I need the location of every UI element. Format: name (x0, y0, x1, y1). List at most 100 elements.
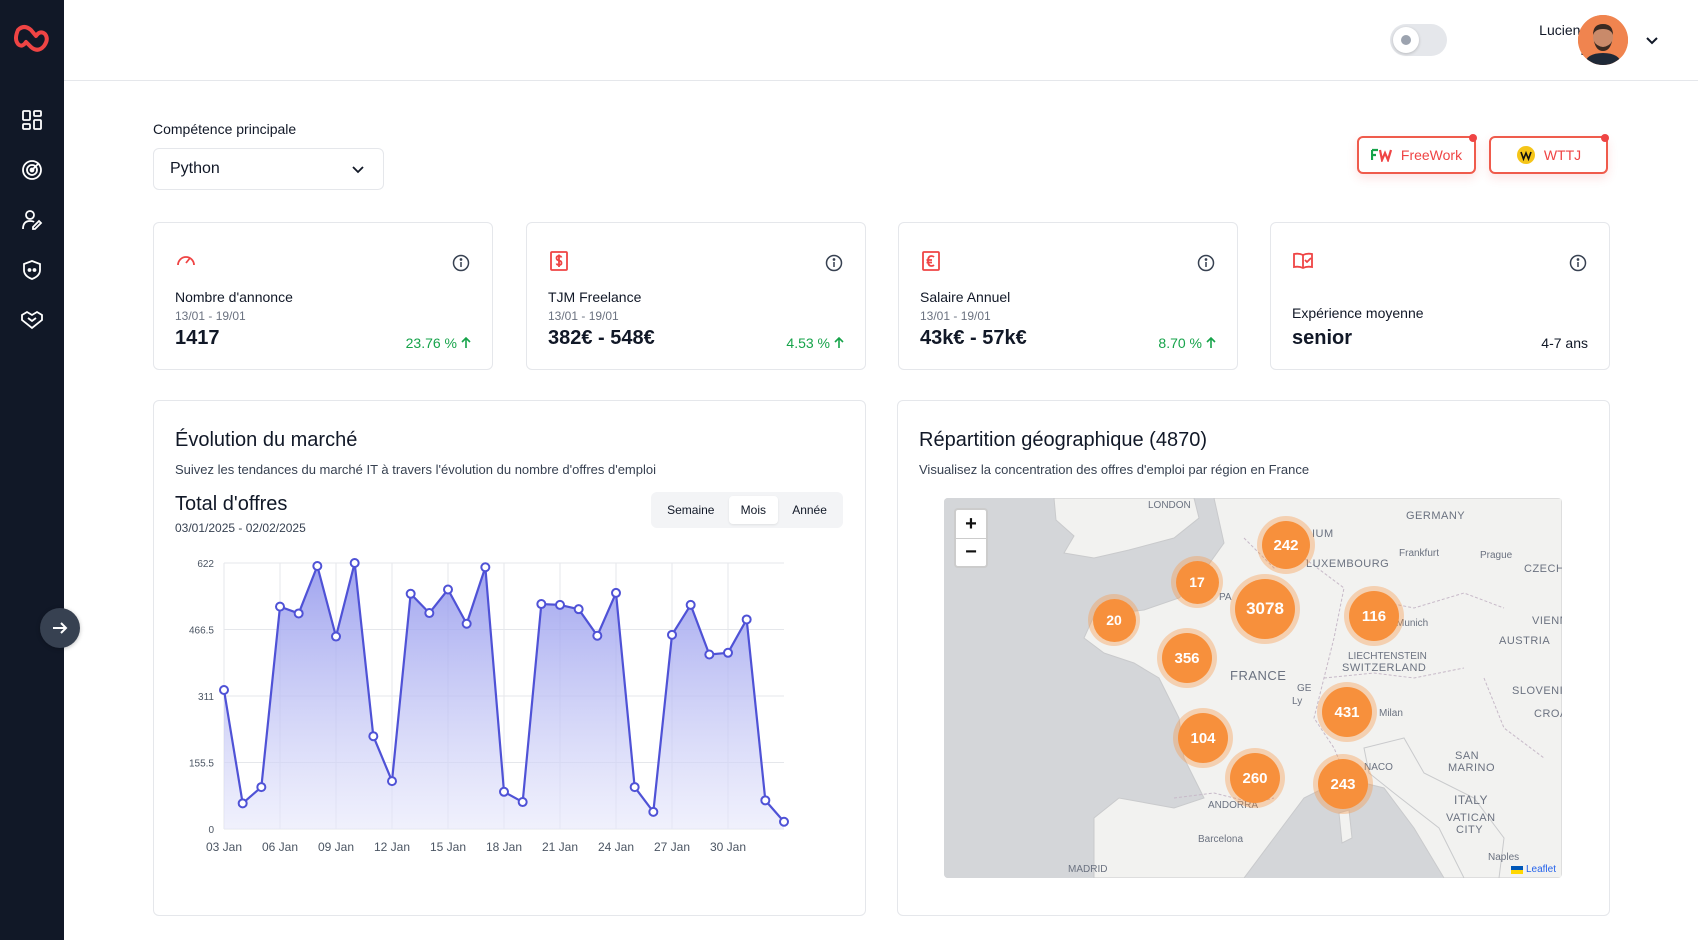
stat-title: Expérience moyenne (1292, 305, 1424, 321)
info-icon[interactable] (1569, 254, 1587, 272)
speedometer-icon (175, 250, 197, 272)
data-point (779, 816, 789, 827)
radar-icon[interactable] (18, 156, 46, 184)
period-tabs: Semaine Mois Année (651, 492, 843, 528)
map-cluster[interactable]: 431 (1317, 682, 1377, 742)
theme-toggle[interactable] (1390, 24, 1447, 56)
source-freework-button[interactable]: FreeWork (1357, 134, 1477, 174)
x-tick-label: 09 Jan (318, 840, 354, 854)
active-indicator (1601, 134, 1609, 142)
skill-select-value: Python (170, 160, 220, 177)
y-tick-label: 622 (197, 559, 214, 570)
trend-value: 23.76 % (405, 335, 457, 351)
stat-value: senior (1292, 327, 1353, 349)
info-icon[interactable] (825, 254, 843, 272)
arrow-right-icon (53, 622, 68, 634)
map-cluster[interactable]: 243 (1313, 754, 1373, 814)
zoom-in-button[interactable]: + (965, 512, 977, 535)
top-bar: Lucien Arbieu Python (64, 0, 1698, 81)
stat-period: 13/01 - 19/01 (920, 309, 991, 323)
euro-bill-icon (920, 250, 942, 272)
map-label: SLOVENI (1512, 685, 1562, 697)
job-map[interactable]: LONDON GERMANY Frankfurt Prague CZECH LU… (944, 498, 1562, 878)
map-label: MARINO (1448, 762, 1495, 774)
cluster-count: 17 (1175, 560, 1219, 604)
stat-value: 382€ - 548€ (548, 327, 655, 349)
map-label: Frankfurt (1399, 548, 1440, 559)
map-label: CITY (1456, 824, 1484, 836)
map-cluster[interactable]: 356 (1157, 628, 1217, 688)
sidebar (0, 0, 64, 940)
stat-title: Nombre d'annonce (175, 289, 293, 305)
y-tick-label: 466.5 (189, 626, 214, 637)
map-label: FRANCE (1230, 668, 1287, 683)
data-point (368, 731, 379, 742)
map-label: ANDORRA (1208, 800, 1259, 811)
source-wttj-button[interactable]: WTTJ (1489, 134, 1609, 174)
data-point (592, 630, 603, 641)
handshake-icon[interactable] (18, 306, 46, 334)
info-icon[interactable] (1197, 254, 1215, 272)
map-label: VIENN (1532, 615, 1562, 627)
source-wttj-label: WTTJ (1543, 147, 1582, 163)
map-cluster[interactable]: 242 (1257, 516, 1315, 574)
dashboard-icon[interactable] (18, 106, 46, 134)
x-tick-label: 27 Jan (654, 840, 690, 854)
cluster-count: 431 (1322, 687, 1372, 737)
map-label: PA (1219, 592, 1232, 603)
map-attribution[interactable]: Leaflet (1510, 864, 1556, 875)
skill-select[interactable]: Python (153, 148, 384, 190)
skill-select-label: Compétence principale (153, 121, 297, 137)
map-cluster[interactable]: 104 (1173, 708, 1233, 768)
tab-semaine[interactable]: Semaine (667, 503, 715, 517)
map-label: VATICAN (1446, 812, 1496, 824)
data-point (760, 795, 771, 806)
avatar[interactable] (1578, 15, 1628, 65)
data-point (293, 608, 304, 619)
stat-card-job-count: Nombre d'annonce 13/01 - 19/01 1417 23.7… (153, 222, 493, 370)
data-point (424, 608, 435, 619)
user-edit-icon[interactable] (18, 206, 46, 234)
y-tick-label: 0 (208, 825, 214, 836)
map-cluster[interactable]: 3078 (1230, 574, 1300, 644)
x-tick-label: 21 Jan (542, 840, 578, 854)
map-label: Prague (1480, 550, 1513, 561)
data-point (387, 776, 397, 787)
map-label: ITALY (1454, 793, 1489, 807)
stat-card-annual-salary: Salaire Annuel 13/01 - 19/01 43k€ - 57k€… (898, 222, 1238, 370)
expand-sidebar-button[interactable] (40, 608, 80, 648)
map-label: Milan (1379, 708, 1403, 719)
panel-title: Répartition géographique (4870) (919, 429, 1207, 451)
cluster-count: 243 (1318, 759, 1368, 809)
x-tick-label: 15 Jan (430, 840, 466, 854)
data-point (648, 806, 659, 817)
tab-annee[interactable]: Année (792, 503, 827, 517)
stat-trend: 8.70 % (1158, 335, 1216, 351)
x-tick-label: 12 Jan (374, 840, 410, 854)
info-icon[interactable] (452, 254, 470, 272)
freework-logo-icon (1370, 148, 1392, 162)
data-point (517, 797, 528, 808)
map-cluster[interactable]: 17 (1171, 556, 1223, 608)
shield-icon[interactable] (18, 256, 46, 284)
map-cluster[interactable]: 116 (1344, 586, 1404, 646)
chart-title: Total d'offres (175, 493, 288, 515)
map-label: LUXEMBOURG (1306, 558, 1390, 570)
map-label: SWITZERLAND (1342, 662, 1427, 674)
zoom-out-button[interactable]: − (956, 538, 986, 566)
tab-mois[interactable]: Mois (728, 496, 779, 524)
stat-card-experience: Expérience moyenne senior 4-7 ans (1270, 222, 1610, 370)
stat-title: TJM Freelance (548, 289, 642, 305)
app-logo[interactable] (14, 24, 50, 54)
map-cluster[interactable]: 20 (1088, 594, 1140, 646)
chevron-down-icon[interactable] (1642, 30, 1662, 50)
cluster-count: 116 (1349, 591, 1399, 641)
data-point (461, 618, 472, 629)
data-point (723, 647, 733, 658)
data-point (536, 599, 547, 610)
map-cluster[interactable]: 260 (1225, 748, 1285, 808)
stat-title: Salaire Annuel (920, 289, 1011, 305)
wttj-logo-icon (1516, 146, 1535, 164)
map-label: MADRID (1068, 864, 1108, 875)
arrow-up-icon (1206, 337, 1216, 348)
